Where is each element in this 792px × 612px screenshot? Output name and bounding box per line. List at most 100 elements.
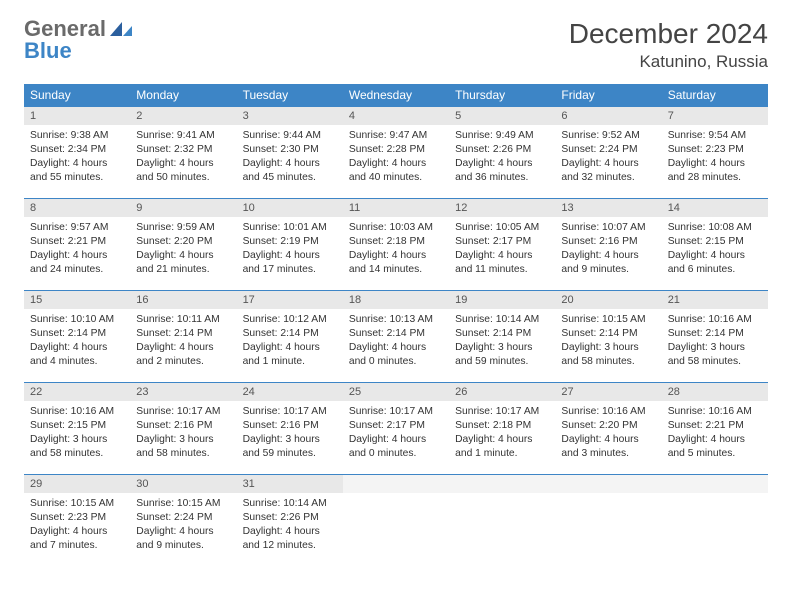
day-number-empty [555,475,661,493]
day-number: 13 [555,199,661,217]
day-body: Sunrise: 10:17 AMSunset: 2:18 PMDaylight… [449,401,555,465]
day-number: 24 [237,383,343,401]
day-number: 20 [555,291,661,309]
day-body: Sunrise: 9:54 AMSunset: 2:23 PMDaylight:… [662,125,768,189]
calendar-week-row: 22Sunrise: 10:16 AMSunset: 2:15 PMDaylig… [24,383,768,475]
calendar-day-cell: 18Sunrise: 10:13 AMSunset: 2:14 PMDaylig… [343,291,449,383]
day-number: 16 [130,291,236,309]
day-number: 23 [130,383,236,401]
calendar-day-cell: 28Sunrise: 10:16 AMSunset: 2:21 PMDaylig… [662,383,768,475]
day-number: 4 [343,107,449,125]
day-number: 12 [449,199,555,217]
day-number: 21 [662,291,768,309]
weekday-header: Monday [130,84,236,107]
day-body: Sunrise: 9:59 AMSunset: 2:20 PMDaylight:… [130,217,236,281]
day-number: 10 [237,199,343,217]
weekday-header: Friday [555,84,661,107]
logo: General Blue [24,18,134,62]
calendar-week-row: 29Sunrise: 10:15 AMSunset: 2:23 PMDaylig… [24,475,768,567]
calendar-day-cell: 7Sunrise: 9:54 AMSunset: 2:23 PMDaylight… [662,107,768,199]
weekday-header: Thursday [449,84,555,107]
calendar-week-row: 8Sunrise: 9:57 AMSunset: 2:21 PMDaylight… [24,199,768,291]
calendar-day-cell: 3Sunrise: 9:44 AMSunset: 2:30 PMDaylight… [237,107,343,199]
logo-word-2: Blue [24,40,134,62]
day-number: 1 [24,107,130,125]
day-body: Sunrise: 10:08 AMSunset: 2:15 PMDaylight… [662,217,768,281]
day-number: 6 [555,107,661,125]
calendar-day-cell: 2Sunrise: 9:41 AMSunset: 2:32 PMDaylight… [130,107,236,199]
calendar-day-cell [343,475,449,567]
day-body: Sunrise: 9:47 AMSunset: 2:28 PMDaylight:… [343,125,449,189]
calendar-day-cell: 15Sunrise: 10:10 AMSunset: 2:14 PMDaylig… [24,291,130,383]
day-body: Sunrise: 9:52 AMSunset: 2:24 PMDaylight:… [555,125,661,189]
calendar-day-cell: 9Sunrise: 9:59 AMSunset: 2:20 PMDaylight… [130,199,236,291]
day-body: Sunrise: 10:17 AMSunset: 2:16 PMDaylight… [130,401,236,465]
day-number: 27 [555,383,661,401]
calendar-day-cell: 31Sunrise: 10:14 AMSunset: 2:26 PMDaylig… [237,475,343,567]
calendar-day-cell: 26Sunrise: 10:17 AMSunset: 2:18 PMDaylig… [449,383,555,475]
calendar-day-cell: 22Sunrise: 10:16 AMSunset: 2:15 PMDaylig… [24,383,130,475]
day-number: 18 [343,291,449,309]
calendar-day-cell: 13Sunrise: 10:07 AMSunset: 2:16 PMDaylig… [555,199,661,291]
day-number: 9 [130,199,236,217]
calendar-day-cell: 10Sunrise: 10:01 AMSunset: 2:19 PMDaylig… [237,199,343,291]
header: General Blue December 2024 Katunino, Rus… [24,18,768,72]
calendar-day-cell: 25Sunrise: 10:17 AMSunset: 2:17 PMDaylig… [343,383,449,475]
logo-word-1: General [24,18,106,40]
day-number: 3 [237,107,343,125]
day-body: Sunrise: 10:16 AMSunset: 2:14 PMDaylight… [662,309,768,373]
month-title: December 2024 [569,18,768,50]
day-body: Sunrise: 10:01 AMSunset: 2:19 PMDaylight… [237,217,343,281]
day-body: Sunrise: 10:16 AMSunset: 2:15 PMDaylight… [24,401,130,465]
day-body: Sunrise: 10:13 AMSunset: 2:14 PMDaylight… [343,309,449,373]
day-body: Sunrise: 10:05 AMSunset: 2:17 PMDaylight… [449,217,555,281]
day-number: 5 [449,107,555,125]
day-number: 26 [449,383,555,401]
day-body: Sunrise: 9:44 AMSunset: 2:30 PMDaylight:… [237,125,343,189]
weekday-header-row: Sunday Monday Tuesday Wednesday Thursday… [24,84,768,107]
day-number-empty [662,475,768,493]
day-body: Sunrise: 9:38 AMSunset: 2:34 PMDaylight:… [24,125,130,189]
location: Katunino, Russia [569,52,768,72]
day-body: Sunrise: 10:15 AMSunset: 2:14 PMDaylight… [555,309,661,373]
day-number: 2 [130,107,236,125]
weekday-header: Sunday [24,84,130,107]
day-number: 31 [237,475,343,493]
day-number-empty [343,475,449,493]
title-block: December 2024 Katunino, Russia [569,18,768,72]
day-body: Sunrise: 9:57 AMSunset: 2:21 PMDaylight:… [24,217,130,281]
calendar-day-cell: 21Sunrise: 10:16 AMSunset: 2:14 PMDaylig… [662,291,768,383]
day-body: Sunrise: 10:14 AMSunset: 2:14 PMDaylight… [449,309,555,373]
calendar-week-row: 15Sunrise: 10:10 AMSunset: 2:14 PMDaylig… [24,291,768,383]
day-number: 29 [24,475,130,493]
calendar-day-cell: 14Sunrise: 10:08 AMSunset: 2:15 PMDaylig… [662,199,768,291]
day-number: 15 [24,291,130,309]
day-body: Sunrise: 10:16 AMSunset: 2:21 PMDaylight… [662,401,768,465]
day-body: Sunrise: 9:41 AMSunset: 2:32 PMDaylight:… [130,125,236,189]
weekday-header: Tuesday [237,84,343,107]
calendar-day-cell [449,475,555,567]
day-number: 22 [24,383,130,401]
calendar-day-cell: 12Sunrise: 10:05 AMSunset: 2:17 PMDaylig… [449,199,555,291]
calendar-day-cell: 24Sunrise: 10:17 AMSunset: 2:16 PMDaylig… [237,383,343,475]
day-number: 17 [237,291,343,309]
calendar-day-cell [662,475,768,567]
weekday-header: Wednesday [343,84,449,107]
day-number: 25 [343,383,449,401]
calendar-week-row: 1Sunrise: 9:38 AMSunset: 2:34 PMDaylight… [24,107,768,199]
day-body: Sunrise: 10:16 AMSunset: 2:20 PMDaylight… [555,401,661,465]
day-body: Sunrise: 9:49 AMSunset: 2:26 PMDaylight:… [449,125,555,189]
day-number: 30 [130,475,236,493]
day-body: Sunrise: 10:10 AMSunset: 2:14 PMDaylight… [24,309,130,373]
calendar-day-cell: 11Sunrise: 10:03 AMSunset: 2:18 PMDaylig… [343,199,449,291]
day-number: 28 [662,383,768,401]
calendar-table: Sunday Monday Tuesday Wednesday Thursday… [24,84,768,567]
logo-sail-icon [108,20,134,38]
calendar-day-cell: 6Sunrise: 9:52 AMSunset: 2:24 PMDaylight… [555,107,661,199]
calendar-day-cell: 8Sunrise: 9:57 AMSunset: 2:21 PMDaylight… [24,199,130,291]
calendar-day-cell: 19Sunrise: 10:14 AMSunset: 2:14 PMDaylig… [449,291,555,383]
calendar-day-cell: 1Sunrise: 9:38 AMSunset: 2:34 PMDaylight… [24,107,130,199]
calendar-day-cell: 20Sunrise: 10:15 AMSunset: 2:14 PMDaylig… [555,291,661,383]
day-number: 8 [24,199,130,217]
day-body: Sunrise: 10:17 AMSunset: 2:16 PMDaylight… [237,401,343,465]
